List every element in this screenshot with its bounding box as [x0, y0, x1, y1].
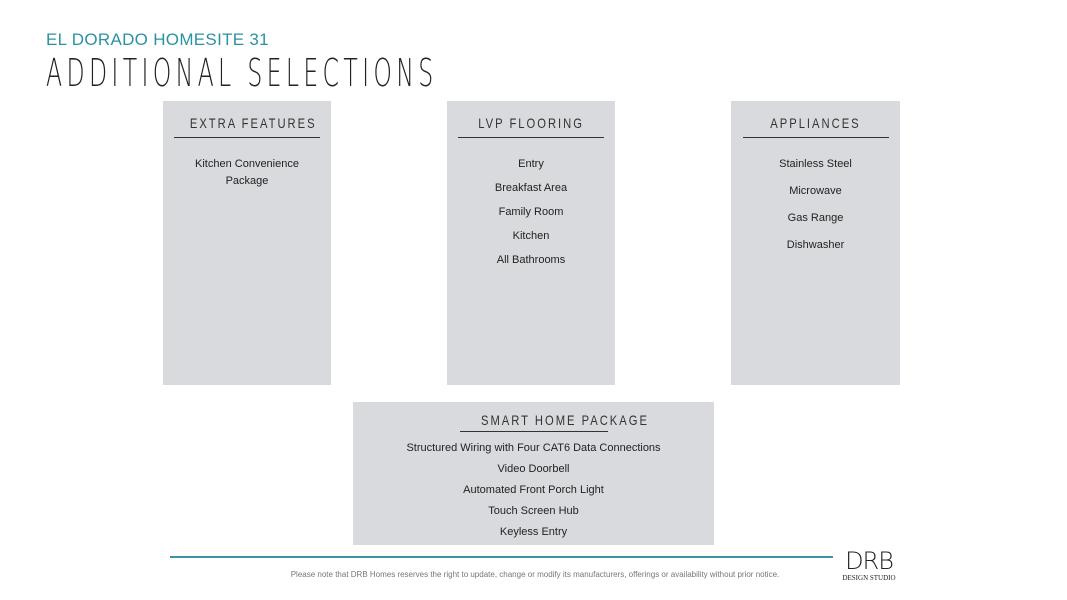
footer-divider: [170, 556, 833, 558]
panel-heading: EXTRA FEATURES: [174, 115, 320, 138]
list-item: Kitchen Convenience Package: [195, 158, 299, 187]
list-item: Gas Range: [787, 212, 844, 224]
drb-design-studio-logo: DRB DESIGN STUDIO: [842, 548, 896, 583]
panel-heading: APPLIANCES: [742, 115, 889, 138]
list-item: Dishwasher: [786, 239, 845, 251]
list-item: Automated Front Porch Light: [463, 484, 604, 496]
panel-heading: LVP FLOORING: [458, 115, 604, 138]
list-item: Keyless Entry: [499, 526, 568, 538]
list-item: Microwave: [789, 185, 842, 197]
page-title: ADDITIONAL SELECTIONS: [46, 51, 438, 95]
logo-subtitle: DESIGN STUDIO: [842, 574, 896, 582]
appliances-panel: APPLIANCES Stainless Steel Microwave Gas…: [731, 101, 900, 385]
panel-heading: SMART HOME PACKAGE: [459, 412, 646, 432]
list-item: Video Doorbell: [497, 463, 570, 475]
list-item: Breakfast Area: [494, 182, 568, 194]
list-item: All Bathrooms: [496, 254, 566, 266]
list-item: Stainless Steel: [779, 158, 852, 170]
smart-home-panel: SMART HOME PACKAGE Structured Wiring wit…: [353, 402, 714, 545]
list-item: Touch Screen Hub: [488, 505, 579, 517]
list-item: Entry: [518, 158, 544, 170]
extra-features-panel: EXTRA FEATURES Kitchen Convenience Packa…: [163, 101, 331, 385]
lvp-flooring-panel: LVP FLOORING Entry Breakfast Area Family…: [447, 101, 615, 385]
list-item: Family Room: [498, 206, 564, 218]
list-item: Structured Wiring with Four CAT6 Data Co…: [406, 442, 661, 454]
disclaimer-note: Please note that DRB Homes reserves the …: [290, 570, 780, 579]
homesite-subtitle: EL DORADO HOMESITE 31: [46, 30, 269, 49]
list-item: Kitchen: [512, 230, 550, 242]
logo-mark: DRB: [845, 547, 894, 575]
